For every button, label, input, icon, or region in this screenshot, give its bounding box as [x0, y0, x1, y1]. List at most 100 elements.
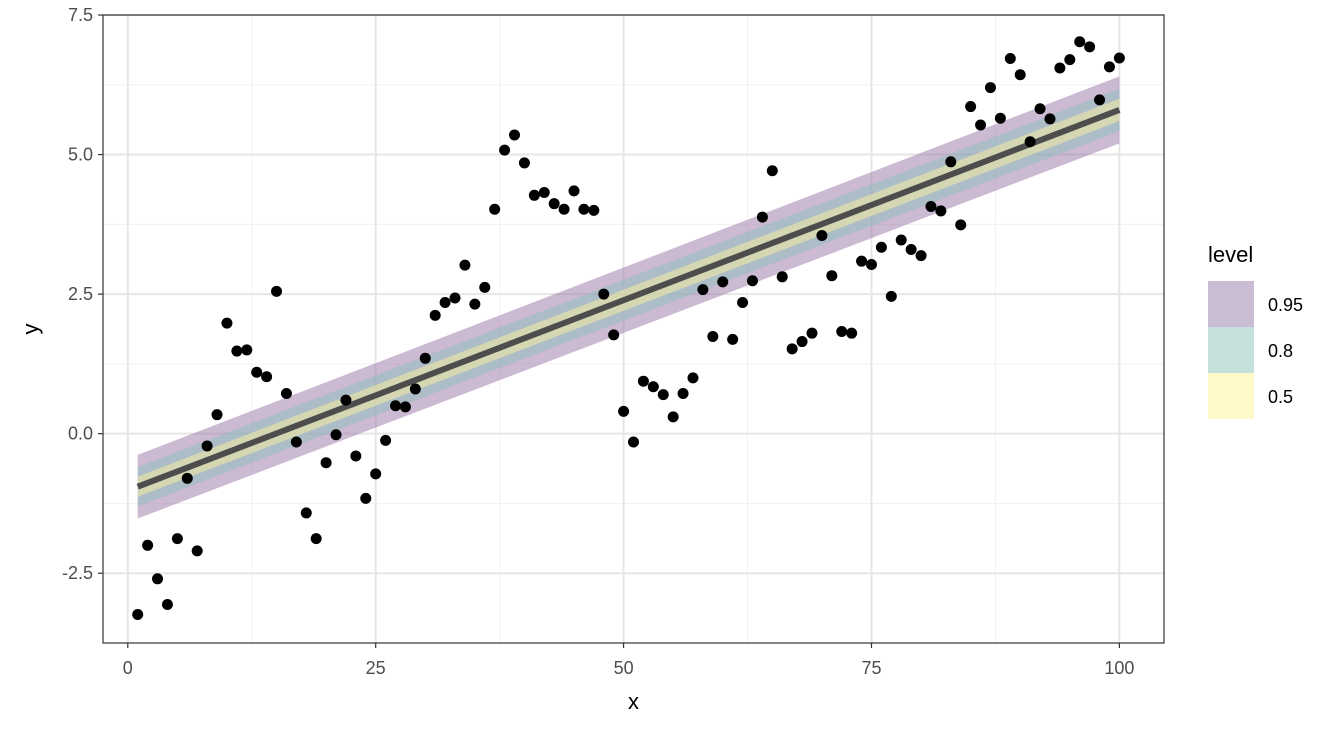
data-point [865, 259, 877, 271]
data-point [856, 255, 868, 267]
legend-label: 0.8 [1268, 341, 1293, 361]
data-point [657, 389, 669, 401]
y-tick-label: 7.5 [68, 5, 93, 25]
data-point [598, 288, 610, 300]
y-axis-ticks: -2.5 0.0 2.5 5.0 7.5 [62, 5, 103, 583]
data-point [1004, 53, 1016, 65]
data-point [1084, 41, 1096, 53]
y-axis-title: y [18, 324, 43, 335]
legend-title: level [1208, 242, 1253, 267]
data-point [588, 204, 600, 216]
data-point [1024, 136, 1036, 148]
data-point [231, 345, 243, 357]
data-point [221, 317, 233, 329]
data-point [360, 492, 372, 504]
y-tick-label: 0.0 [68, 424, 93, 444]
x-tick-label: 75 [861, 658, 881, 678]
data-point [528, 189, 540, 201]
data-point [132, 609, 144, 621]
x-tick-label: 0 [123, 658, 133, 678]
data-point [766, 165, 778, 177]
data-point [459, 259, 471, 271]
data-point [756, 211, 768, 223]
data-point [509, 129, 521, 141]
data-point [677, 387, 689, 399]
data-point [737, 296, 749, 308]
data-point [578, 203, 590, 215]
y-tick-label: 5.0 [68, 145, 93, 165]
data-point [142, 539, 154, 551]
data-point [390, 400, 402, 412]
data-point [945, 156, 957, 168]
data-point [608, 329, 620, 341]
data-point [994, 112, 1006, 124]
data-point [171, 533, 183, 545]
data-point [1094, 94, 1106, 106]
data-point [925, 200, 937, 212]
y-tick-label: -2.5 [62, 563, 93, 583]
data-point [300, 507, 312, 519]
fit-line [136, 107, 1121, 490]
data-point [370, 468, 382, 480]
x-axis-title: x [628, 689, 639, 714]
data-point [1113, 52, 1125, 64]
data-point [895, 234, 907, 246]
data-point [251, 366, 263, 378]
data-point [261, 371, 273, 383]
data-point [875, 241, 887, 253]
data-point [687, 372, 699, 384]
data-point [399, 401, 411, 413]
data-point [776, 271, 788, 283]
data-point [409, 383, 421, 395]
data-point [152, 573, 164, 585]
data-point [439, 296, 451, 308]
data-point [419, 352, 431, 364]
data-point [746, 275, 758, 287]
fit-line-group [136, 107, 1121, 490]
data-point [796, 336, 808, 348]
data-point [211, 409, 223, 421]
data-point [667, 411, 679, 423]
data-point [310, 533, 322, 545]
legend-swatch-0-95 [1208, 281, 1254, 327]
data-point [637, 375, 649, 387]
x-tick-label: 100 [1104, 658, 1134, 678]
data-point [965, 101, 977, 113]
data-point [1034, 103, 1046, 115]
data-point [806, 327, 818, 339]
data-point [955, 219, 967, 231]
data-point [618, 405, 630, 417]
data-point [449, 292, 461, 304]
data-point [538, 187, 550, 199]
data-point [647, 381, 659, 393]
data-point [915, 250, 927, 262]
data-point [201, 440, 213, 452]
data-point [499, 144, 511, 156]
legend-label: 0.95 [1268, 295, 1303, 315]
data-point [469, 298, 481, 310]
data-point [350, 450, 362, 462]
data-point [846, 327, 858, 339]
data-point [1064, 54, 1076, 66]
data-point [558, 203, 570, 215]
x-axis-ticks: 0 25 50 75 100 [123, 643, 1134, 678]
data-point [707, 331, 719, 343]
data-point [181, 472, 193, 484]
data-point [340, 394, 352, 406]
data-point [905, 243, 917, 255]
data-point [935, 205, 947, 217]
data-point [489, 203, 501, 215]
x-tick-label: 50 [614, 658, 634, 678]
data-point [1054, 62, 1066, 74]
data-point [429, 309, 441, 321]
data-points [132, 36, 1125, 621]
data-point [836, 326, 848, 338]
data-point [984, 82, 996, 94]
data-point [717, 276, 729, 288]
data-point [518, 157, 530, 169]
data-point [975, 119, 987, 131]
data-point [697, 284, 709, 296]
data-point [479, 281, 491, 293]
panel-border [102, 14, 1165, 644]
